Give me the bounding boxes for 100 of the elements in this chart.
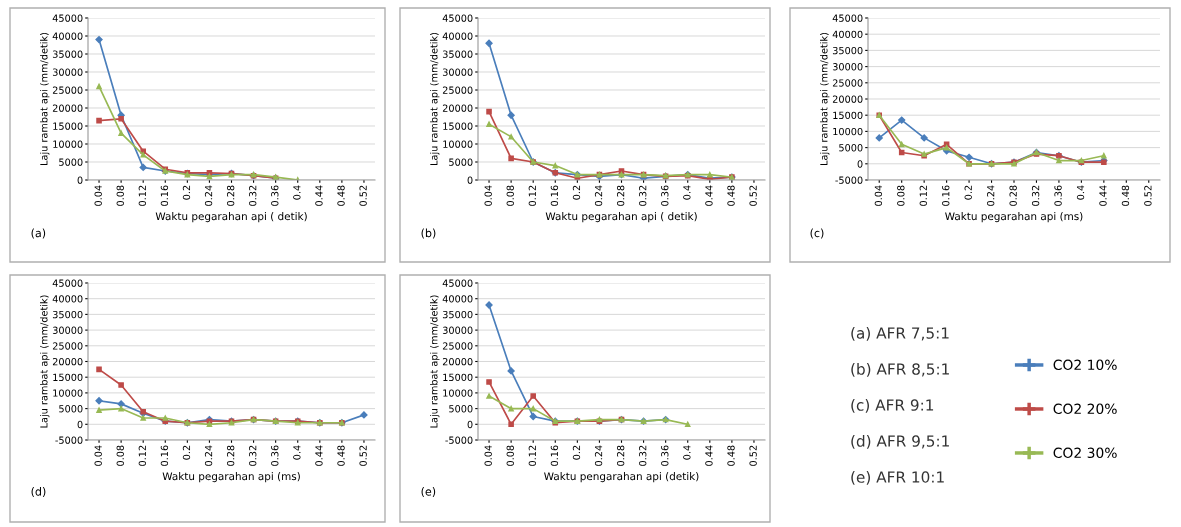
x-tick-label: 0.32 [639,445,647,466]
y-tick-label: 15000 [443,373,473,382]
y-tick-label: 10000 [833,127,863,136]
x-tick-label: 0.44 [315,445,323,466]
x-tick-label: 0.28 [226,445,235,466]
x-tick-label: 0.52 [1144,185,1152,206]
y-tick-label: 45000 [442,14,473,22]
y-tick-label: 20000 [442,357,473,366]
y-tick-label: 0 [467,420,473,429]
text: (b) AFR 8,5:1 [851,363,949,377]
y-tick-label: 20000 [442,104,473,112]
y-tick-label: 45000 [442,279,473,287]
x-tick-label: 0.12 [138,185,147,206]
y-tick-label: -5000 [835,176,863,184]
x-axis-title: Waktu pegarahan api (ms) [945,212,1083,223]
y-tick-label: 25000 [832,79,863,87]
y-tick-label: 45000 [52,14,83,22]
x-tick-label: 0.32 [249,185,257,206]
x-tick-label: 0.44 [1099,185,1107,206]
y-tick-label: 15000 [443,122,473,130]
y-tick-label: 40000 [52,32,83,40]
x-tick-label: 0.2 [182,445,191,460]
x-tick-label: 0.04 [94,185,102,206]
x-tick-label: 0.24 [204,445,213,466]
y-tick-label: 35000 [52,50,83,58]
y-tick-label: 30000 [52,68,83,76]
x-tick-label: 0.16 [942,185,950,206]
x-tick-label: 0.2 [572,185,581,200]
y-axis-title: Laju rambat api (mm/detik) [40,32,50,165]
y-tick-label: 10000 [53,389,83,397]
x-tick-label: 0.48 [727,185,735,206]
y-tick-label: 10000 [443,140,473,148]
x-tick-label: 0.16 [550,185,559,206]
y-tick-label: 0 [77,176,83,184]
x-tick-label: 0.08 [116,185,124,206]
y-tick-label: 15000 [53,373,83,382]
y-tick-label: 25000 [442,342,473,350]
x-tick-label: 0.48 [337,185,345,206]
x-tick-label: 0.24 [987,185,995,206]
legend-label: CO2 20% [1053,403,1117,415]
y-axis-title: Laju rambat api (mm/detik) [820,32,830,165]
y-tick-label: 0 [857,160,863,168]
y-tick-label: 40000 [52,295,83,303]
x-tick-label: 0.4 [683,445,691,460]
x-tick-label: 0.44 [705,185,713,206]
x-tick-label: 0.24 [204,185,213,206]
x-tick-label: 0.32 [639,185,647,206]
x-tick-label: 0.24 [594,185,603,206]
y-tick-label: 5000 [449,158,473,166]
x-axis-title: Waktu pegarahan api ( detik) [545,212,697,223]
y-tick-label: 15000 [833,111,863,120]
y-tick-label: 0 [77,420,83,429]
x-axis-title: Waktu pengarahan api (detik) [544,472,699,483]
y-tick-label: 25000 [52,342,83,350]
x-tick-label: 0.36 [271,185,279,206]
text: (c) AFR 9:1 [851,399,934,413]
x-tick-label: 0.48 [727,445,735,466]
x-tick-label: 0.28 [616,445,625,466]
x-tick-label: 0.08 [506,185,514,206]
x-tick-label: 0.08 [506,445,514,466]
x-tick-label: 0.44 [315,185,323,206]
y-tick-label: 35000 [832,46,863,55]
x-tick-label: 0.28 [226,185,235,206]
legend-label: CO2 10% [1053,359,1117,371]
y-tick-label: 25000 [442,86,473,94]
x-tick-label: 0.4 [293,185,301,200]
x-axis-title: Waktu pegarahan api (ms) [162,472,300,483]
text: (e) [421,487,436,498]
x-tick-label: 0.04 [484,185,492,206]
y-tick-label: 5000 [449,405,473,413]
text: (e) AFR 10:1 [851,471,944,485]
x-tick-label: 0.4 [683,185,691,200]
text: (b) [421,228,436,239]
x-tick-label: 0.28 [1009,185,1017,206]
x-tick-label: 0.2 [964,185,972,200]
x-tick-label: 0.2 [572,445,581,460]
y-tick-label: 15000 [53,122,83,130]
x-tick-label: 0.36 [661,185,669,206]
x-tick-label: 0.52 [749,445,757,466]
x-tick-label: 0.52 [359,185,367,206]
x-tick-label: 0.48 [337,445,345,466]
y-tick-label: -5000 [445,436,473,444]
x-tick-label: 0.04 [94,445,102,466]
y-tick-label: 30000 [52,326,83,334]
x-tick-label: 0.12 [138,445,147,466]
x-tick-label: 0.04 [874,185,883,206]
x-tick-label: 0.16 [550,445,559,466]
x-tick-label: 0.12 [528,185,537,206]
text: (a) [31,228,46,239]
y-axis-title: Laju rambat api (mm/detik) [40,295,50,428]
y-tick-label: 35000 [442,310,473,319]
x-tick-label: 0.4 [293,445,301,460]
text: (c) [810,228,824,239]
y-tick-label: 5000 [59,405,83,413]
y-tick-label: 40000 [832,30,863,39]
y-axis-title: Laju rambat api (mm/detik) [430,32,440,165]
x-tick-label: 0.12 [919,185,927,206]
x-tick-label: 0.36 [271,445,279,466]
legend-label: CO2 30% [1053,447,1117,459]
x-tick-label: 0.36 [661,445,669,466]
